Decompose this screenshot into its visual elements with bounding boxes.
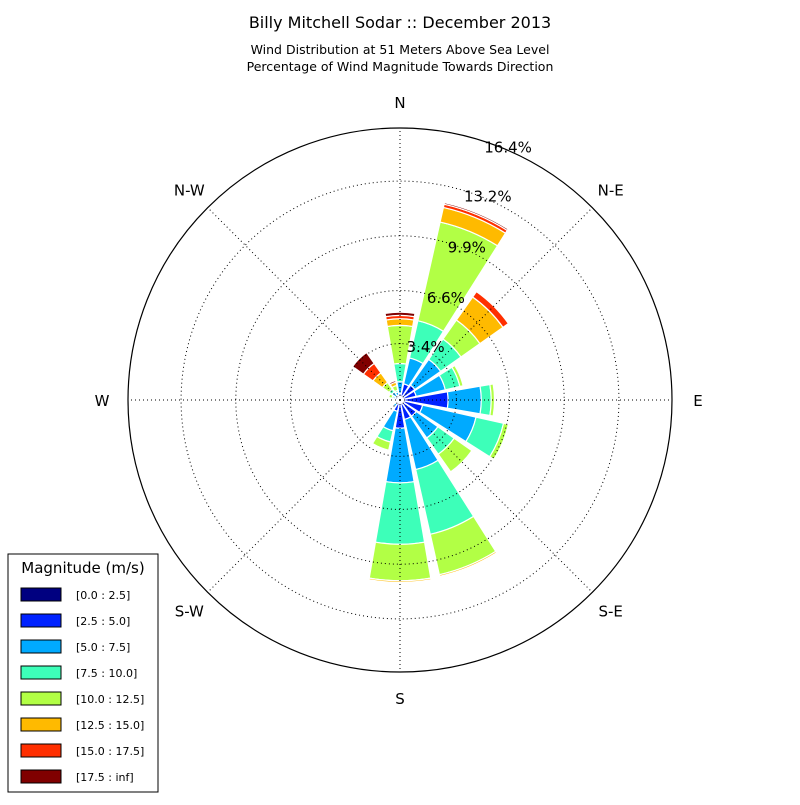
legend-label-1: [2.5 : 5.0]	[76, 615, 130, 628]
legend-swatch-2	[21, 640, 61, 653]
legend-label-0: [0.0 : 2.5]	[76, 589, 130, 602]
legend-swatch-1	[21, 614, 61, 627]
legend-swatch-4	[21, 692, 61, 705]
legend-swatch-3	[21, 666, 61, 679]
legend-swatch-7	[21, 770, 61, 783]
legend-label-3: [7.5 : 10.0]	[76, 667, 137, 680]
direction-label-3: S-E	[599, 603, 623, 621]
radial-tick-label-0: 3.4%	[407, 338, 445, 356]
legend-swatch-0	[21, 588, 61, 601]
direction-label-6: W	[95, 392, 110, 410]
radial-tick-label-1: 6.6%	[427, 289, 465, 307]
wind-bar-dir4-bin3	[480, 384, 491, 415]
radial-tick-label-3: 13.2%	[464, 188, 512, 206]
direction-label-1: N-E	[598, 181, 624, 199]
legend-swatch-5	[21, 718, 61, 731]
direction-label-7: N-W	[174, 181, 205, 199]
legend-label-4: [10.0 : 12.5]	[76, 693, 144, 706]
direction-label-2: E	[693, 392, 702, 410]
wind-bar-dir8-bin4	[369, 542, 431, 581]
direction-label-0: N	[394, 94, 405, 112]
legend-swatch-6	[21, 744, 61, 757]
radial-tick-label-2: 9.9%	[448, 238, 486, 256]
chart-subtitle-line-2: Percentage of Wind Magnitude Towards Dir…	[247, 59, 554, 74]
legend-label-6: [15.0 : 17.5]	[76, 745, 144, 758]
direction-label-5: S-W	[175, 603, 204, 621]
legend-title: Magnitude (m/s)	[21, 559, 144, 577]
legend-label-7: [17.5 : inf]	[76, 771, 134, 784]
legend: Magnitude (m/s) [0.0 : 2.5] [2.5 : 5.0] [5…	[8, 554, 158, 792]
radial-tick-label-4: 16.4%	[484, 139, 532, 157]
chart-title: Billy Mitchell Sodar :: December 2013	[249, 13, 551, 32]
direction-label-4: S	[395, 690, 405, 708]
legend-label-2: [5.0 : 7.5]	[76, 641, 130, 654]
chart-subtitle-line-1: Wind Distribution at 51 Meters Above Sea…	[251, 42, 550, 57]
legend-label-5: [12.5 : 15.0]	[76, 719, 144, 732]
